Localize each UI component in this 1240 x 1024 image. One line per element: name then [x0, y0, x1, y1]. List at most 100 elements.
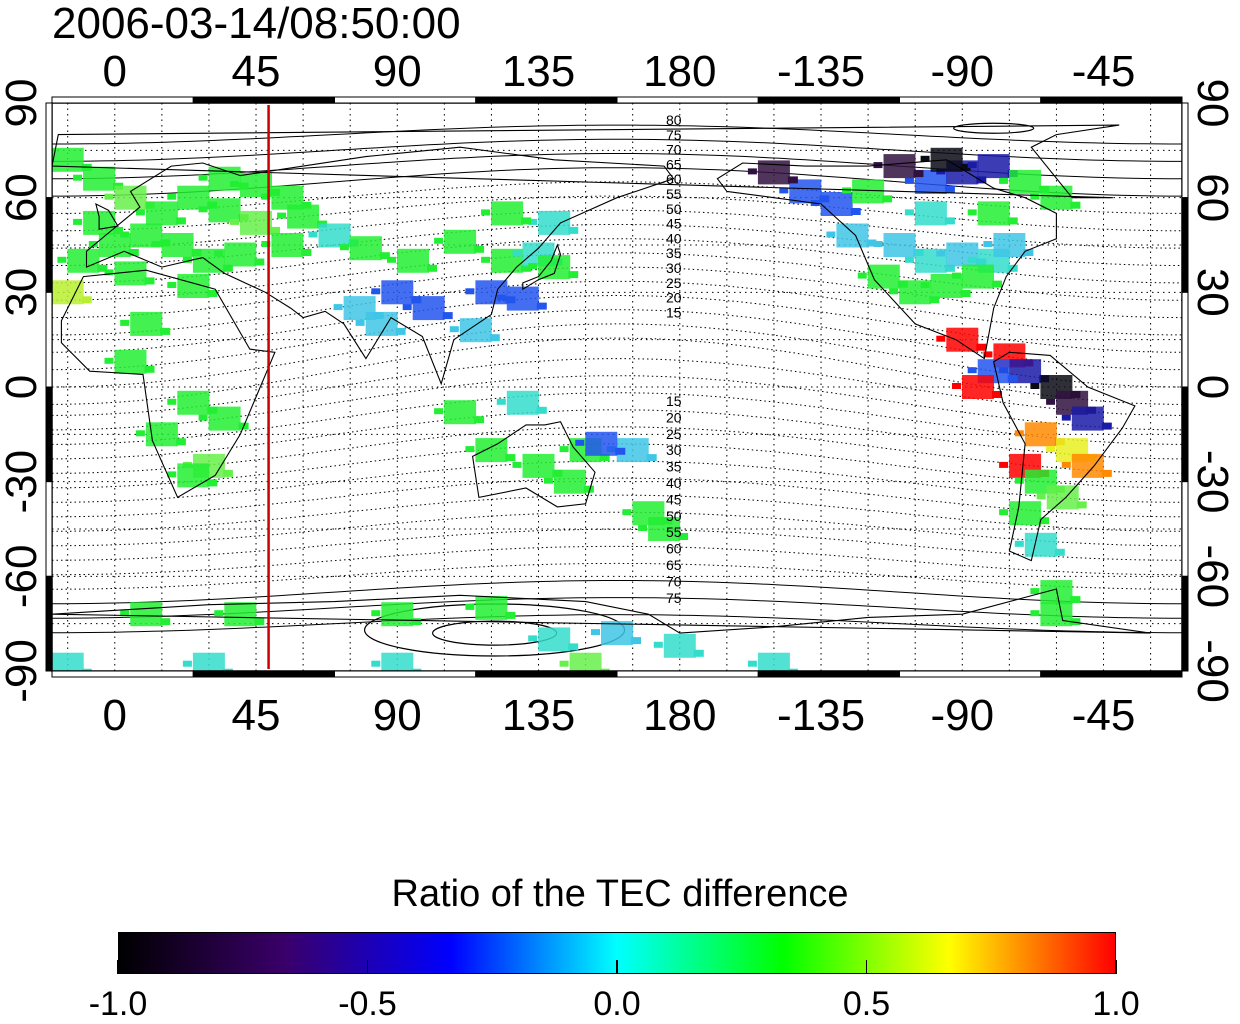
tec-patch: [569, 652, 602, 671]
magnetic-contour-label: 45: [666, 491, 682, 507]
tec-patch: [52, 147, 84, 172]
tec-patch: [747, 660, 757, 667]
colorbar-tick-label: 1.0: [1092, 985, 1140, 1023]
tec-patch: [175, 217, 186, 225]
tec-patch: [967, 256, 977, 263]
tec-patch: [1030, 193, 1040, 200]
tec-patch: [177, 185, 210, 210]
left-lat-label: -30: [0, 450, 46, 514]
coastline: [95, 202, 119, 230]
tec-patch: [67, 248, 100, 273]
top-lon-label: -90: [930, 47, 994, 96]
tec-patch: [575, 439, 585, 446]
tec-patch: [427, 264, 437, 272]
tec-patch: [585, 431, 618, 456]
tec-patch: [175, 438, 186, 446]
magnetic-contour-label: 65: [666, 156, 682, 172]
tec-patch: [836, 223, 869, 248]
tec-patch: [177, 390, 210, 415]
tec-patch: [114, 349, 147, 374]
tec-patch: [261, 193, 271, 200]
tec-patch: [1014, 477, 1024, 484]
bottom-lon-label: -45: [1072, 691, 1136, 740]
colorbar-tick-label: 0.5: [842, 985, 891, 1023]
tec-patch: [135, 430, 145, 437]
tec-patch: [270, 226, 280, 234]
tec-patch: [339, 244, 349, 251]
coastline: [522, 243, 562, 291]
magnetic-contour-label: 25: [666, 426, 682, 442]
frame-band: [45, 481, 53, 577]
tec-patch: [568, 226, 579, 234]
tec-patch: [135, 209, 145, 216]
tec-patch: [1036, 493, 1046, 500]
tec-patch: [538, 210, 571, 235]
tec-patch: [230, 181, 239, 187]
coastline: [60, 269, 276, 499]
colorbar-tick: [616, 960, 618, 974]
tec-patch: [960, 290, 971, 297]
coastline: [716, 159, 1057, 360]
timestamp-title: 2006-03-14/08:50:00: [52, 0, 461, 48]
tec-patch: [113, 226, 124, 234]
tec-patch: [355, 319, 365, 326]
top-lon-label: -45: [1072, 47, 1136, 96]
tec-patch: [1061, 461, 1071, 468]
tec-patch: [130, 311, 163, 336]
tec-patch: [977, 154, 1010, 179]
magnetic-contour-label: 60: [666, 541, 682, 557]
magnetic-contour-label: 55: [666, 186, 682, 202]
frame-band: [192, 96, 335, 104]
tec-patch: [936, 335, 946, 342]
tec-patch: [944, 185, 955, 193]
tec-patch: [496, 294, 506, 301]
coastline: [993, 351, 1136, 562]
tec-patch: [967, 209, 977, 216]
bottom-lon-label: 0: [103, 691, 127, 740]
frame-band: [334, 670, 477, 678]
left-lat-label: 90: [0, 79, 46, 128]
tec-patch: [568, 643, 579, 651]
tec-patch: [114, 185, 147, 210]
tec-patch: [601, 621, 633, 646]
frame-band: [45, 197, 53, 293]
tec-patch: [442, 312, 453, 320]
tec-patch: [371, 288, 381, 295]
tec-patch: [663, 633, 696, 658]
frame-band: [45, 386, 53, 483]
bottom-lon-label: 45: [232, 691, 281, 740]
tec-patch: [1039, 517, 1050, 525]
tec-patch: [599, 454, 610, 462]
frame-band: [1040, 670, 1183, 678]
tec-patch: [521, 217, 532, 225]
tec-patch: [960, 163, 971, 171]
tec-patch: [1046, 398, 1056, 405]
tec-patch: [365, 311, 398, 336]
tec-patch: [787, 176, 798, 184]
tec-patch: [57, 256, 67, 263]
tec-patch: [992, 280, 1002, 288]
tec-patch: [512, 250, 522, 257]
tec-patch: [474, 245, 485, 253]
frame-band: [45, 102, 53, 199]
tec-patch: [538, 255, 571, 280]
colorbar-tick-label: -1.0: [88, 985, 148, 1023]
magnetic-contour-label: 15: [666, 393, 682, 409]
tec-patch: [198, 206, 208, 213]
tec-patch: [397, 248, 429, 273]
tec-patch: [946, 327, 979, 352]
tec-patch: [962, 264, 994, 289]
magnetic-contour-label: 40: [666, 475, 682, 491]
tec-patch: [222, 469, 233, 477]
magnetic-contour: [52, 580, 1182, 605]
tec-patch: [481, 256, 491, 263]
tec-patch: [474, 416, 485, 424]
tec-patch: [83, 166, 116, 191]
tec-patch: [993, 233, 1026, 257]
magnetic-contour-label: 75: [666, 127, 682, 143]
tec-patch: [528, 263, 538, 270]
tec-patch: [491, 201, 524, 226]
tec-patch: [207, 479, 218, 487]
tec-patch: [904, 256, 914, 263]
tec-patch: [962, 375, 994, 399]
